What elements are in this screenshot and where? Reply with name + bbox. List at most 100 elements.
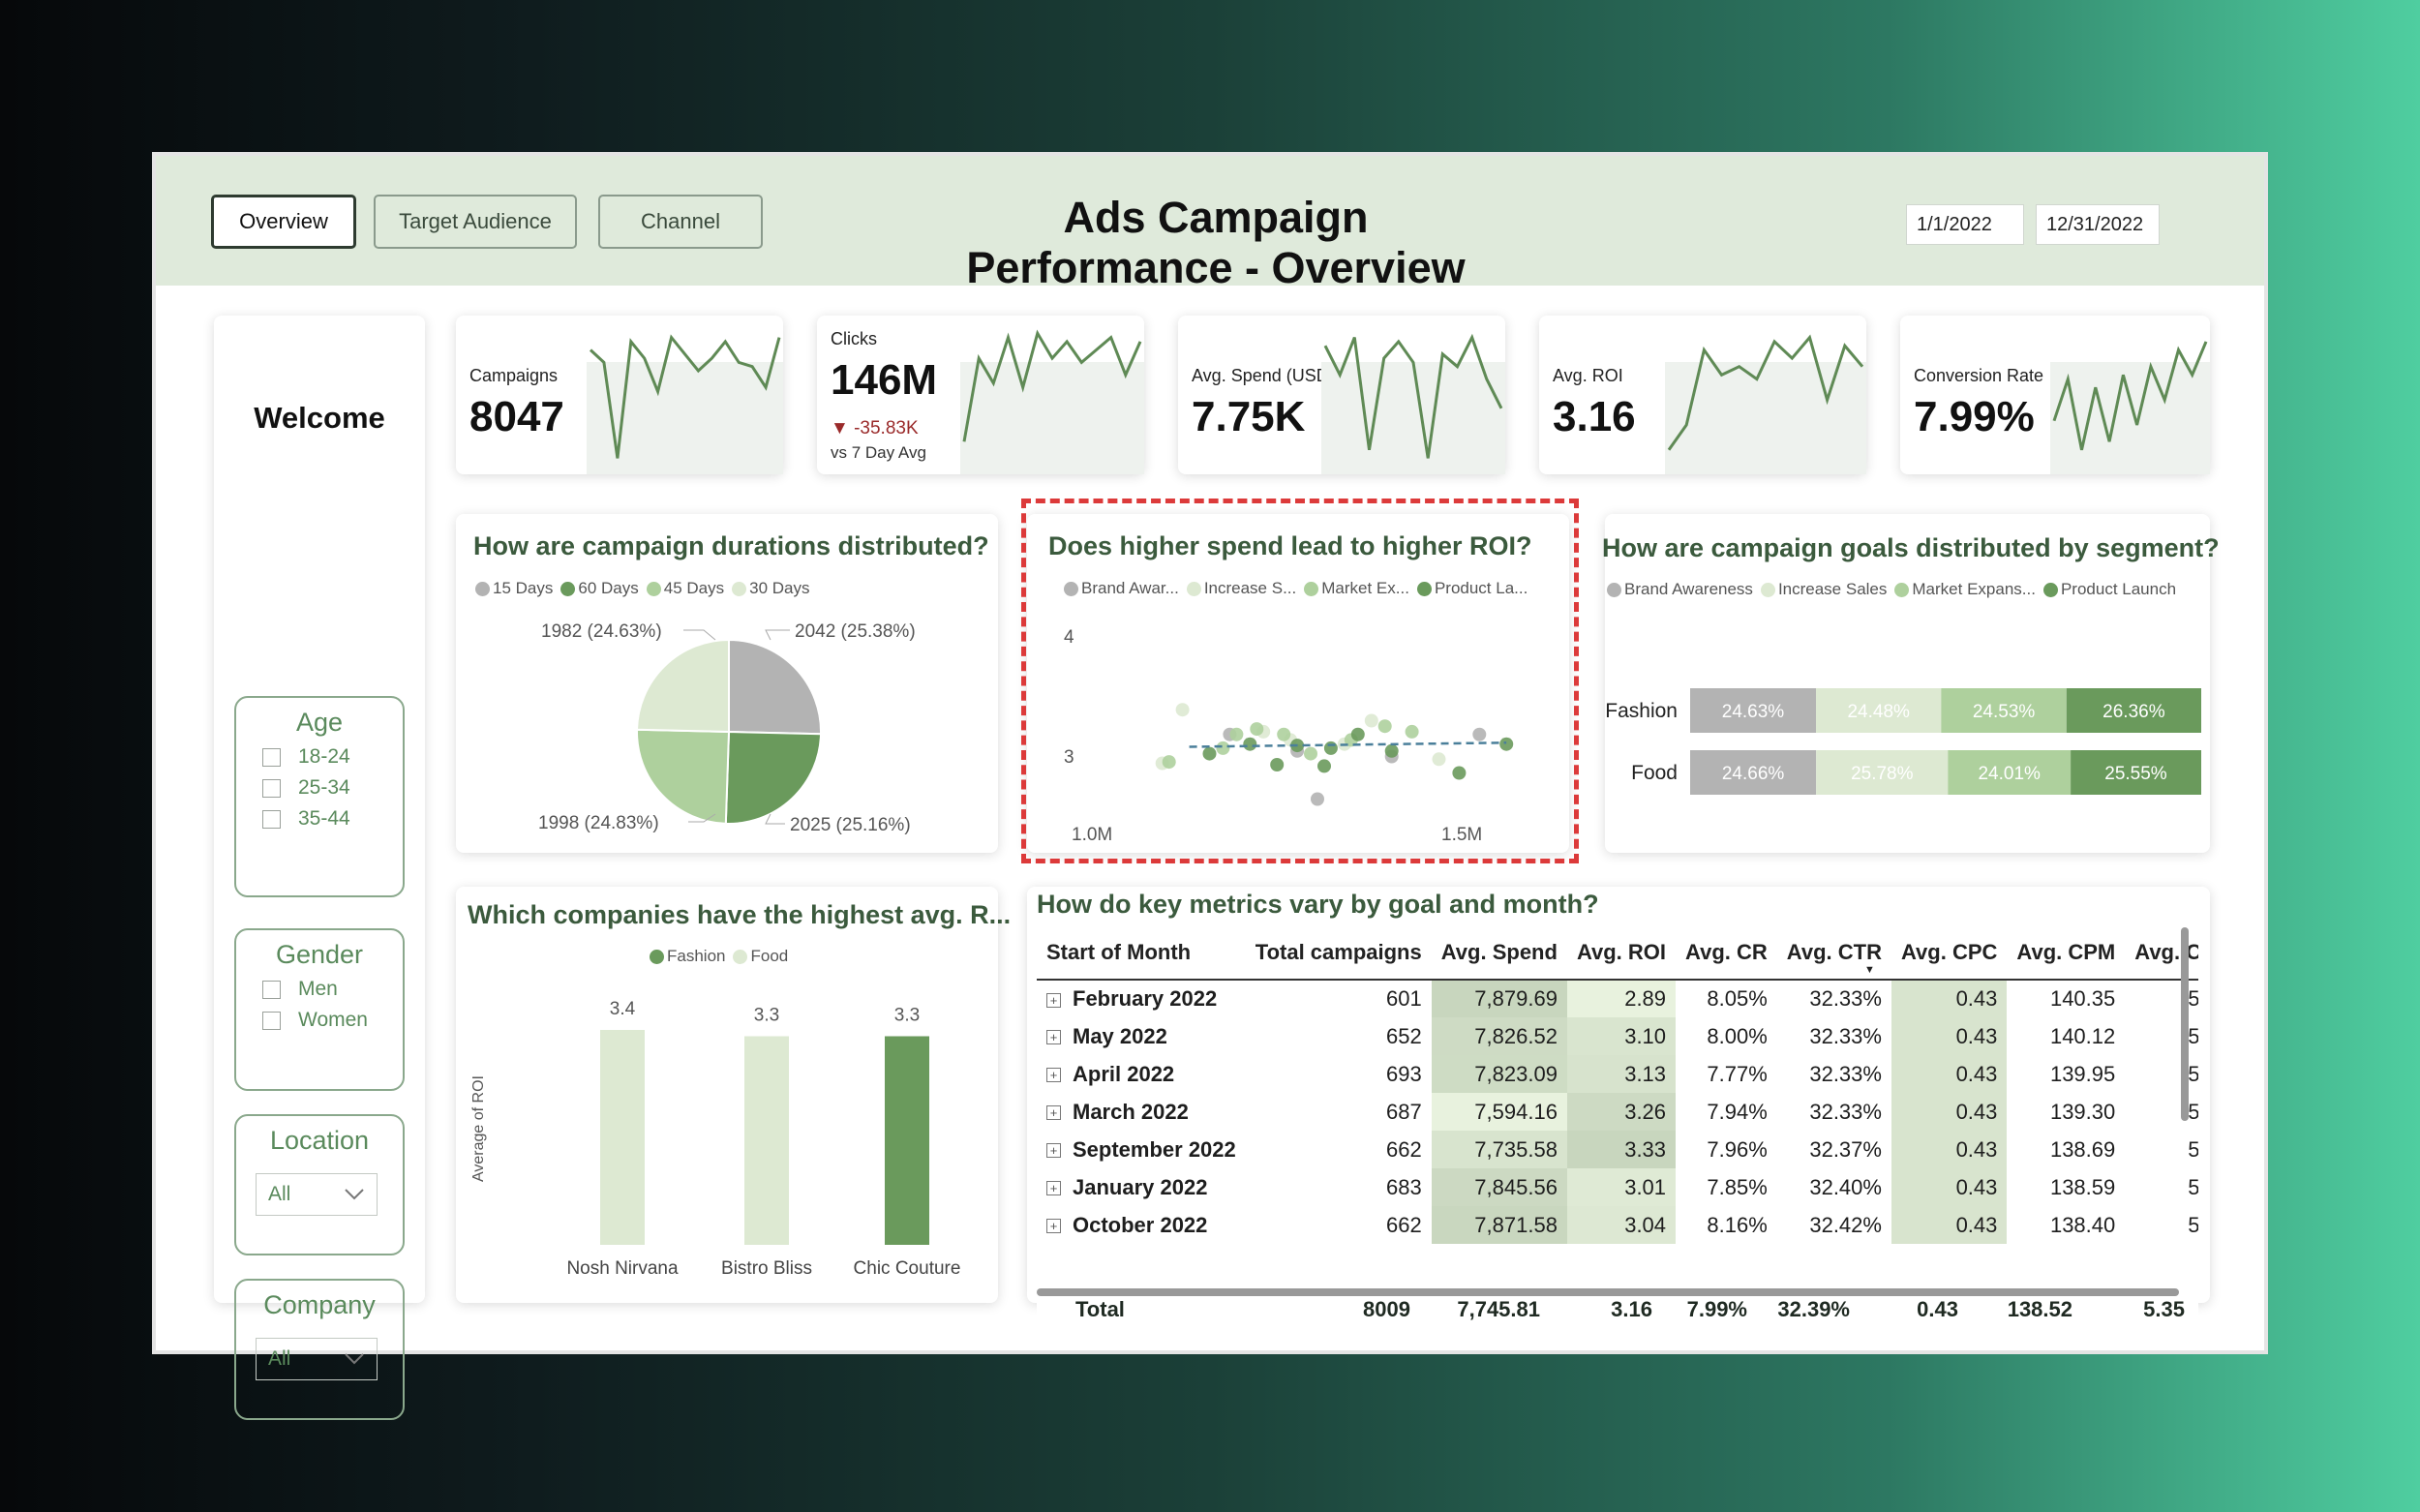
table-cell: 601 [1245, 980, 1432, 1017]
table-cell: 7.77% [1676, 1055, 1777, 1093]
column-header[interactable]: Total campaigns [1245, 925, 1432, 981]
chart-legend: Fashion Food [650, 947, 788, 966]
category-label: Nosh Nirvana [566, 1258, 679, 1279]
duration-pie-chart: 2042 (25.38%) 2025 (25.16%) 1998 (24.83%… [538, 621, 916, 835]
scatter-point [1364, 713, 1378, 728]
column-header[interactable]: Start of Month [1037, 925, 1246, 981]
table-cell: 7,823.09 [1431, 1055, 1567, 1093]
expand-icon[interactable]: + [1046, 992, 1061, 1008]
tab-channel[interactable]: Channel [598, 195, 763, 249]
expand-icon[interactable]: + [1046, 1219, 1061, 1234]
column-header[interactable]: Avg. CPC [1891, 925, 2008, 981]
table-row[interactable]: + March 2022 687 7,594.16 3.26 7.94% 32.33% 0.4… [1037, 1093, 2198, 1131]
location-filter: Location All [234, 1114, 405, 1255]
bar-segment [1690, 750, 1817, 795]
pie-slice-30-days [635, 638, 730, 734]
age-option-35-44[interactable]: 35-44 [262, 807, 403, 831]
table-cell: 32.33% [1776, 980, 1891, 1017]
table-row[interactable]: + September 2022 662 7,735.58 3.33 7.96% 32.37… [1037, 1131, 2198, 1168]
column-header[interactable]: Avg. CR [1676, 925, 1777, 981]
legend-dot [732, 581, 747, 596]
checkbox[interactable] [262, 1011, 281, 1030]
table-cell: 0.43 [1891, 980, 2008, 1017]
kpi-value: 3.16 [1553, 393, 1636, 440]
date-start-field[interactable]: 1/1/2022 [1906, 204, 2024, 245]
column-header[interactable]: Avg. Spend [1431, 925, 1567, 981]
legend-dot [1416, 581, 1432, 596]
age-option-25-34[interactable]: 25-34 [262, 776, 403, 800]
company-dropdown[interactable]: All [256, 1338, 378, 1380]
column-header[interactable]: Avg. CTR [1776, 925, 1891, 981]
roi-spend-chart-card: Does higher spend lead to higher ROI? Br… [1021, 499, 1579, 863]
data-label: 24.48% [1847, 702, 1910, 722]
chevron-down-icon [345, 1353, 364, 1365]
goals-stacked-bar-chart: Fashion 24.63% 24.48% 24.53% 26.36% Food 24.66… [1605, 688, 2201, 795]
table-row[interactable]: + April 2022 693 7,823.09 3.13 7.77% 32.33% 0.4… [1037, 1055, 2198, 1093]
metrics-data-table: Start of Month Total campaigns Avg. Spend A… [1037, 925, 2198, 1244]
expand-icon[interactable]: + [1046, 1105, 1061, 1121]
companies-bar-chart: Average of ROI 3.4 Nosh Nirvana 3.3 Bistro … [470, 999, 961, 1279]
scatter-point [1499, 737, 1514, 751]
table-row[interactable]: + February 2022 601 7,879.69 2.89 8.05% 32.33%… [1037, 980, 2198, 1017]
table-cell: 8.00% [1676, 1017, 1777, 1055]
kpi-conversion-rate: Conversion Rate 7.99% [1900, 316, 2210, 474]
legend-dot [650, 949, 664, 964]
chart-title: How do key metrics vary by goal and mont… [1037, 890, 1599, 919]
vertical-scrollbar[interactable] [2181, 927, 2189, 1121]
expand-icon[interactable]: + [1046, 1068, 1061, 1083]
category-label: Chic Couture [854, 1258, 961, 1279]
category-label: Food [1631, 762, 1678, 784]
scatter-point [1270, 758, 1285, 771]
table-cell: 32.33% [1776, 1093, 1891, 1131]
table-cell: 662 [1245, 1131, 1432, 1168]
table-row[interactable]: + May 2022 652 7,826.52 3.10 8.00% 32.33% 0.43 1… [1037, 1017, 2198, 1055]
location-filter-title: Location [269, 1126, 370, 1155]
location-dropdown[interactable]: All [256, 1173, 378, 1216]
checkbox[interactable] [262, 778, 281, 798]
gender-option-women[interactable]: Women [262, 1009, 403, 1032]
column-header[interactable]: Avg. ROI [1566, 925, 1677, 981]
checkbox[interactable] [262, 980, 281, 999]
data-label: 24.63% [1722, 702, 1785, 722]
sort-desc-icon[interactable]: ▼ [1864, 964, 1875, 976]
table-row[interactable]: + January 2022 683 7,845.56 3.01 7.85% 32.40% 0… [1037, 1168, 2198, 1206]
scatter-point [1350, 727, 1365, 741]
pie-label-45-days: 1998 (24.83%) [538, 813, 659, 833]
checkbox[interactable] [262, 747, 281, 767]
legend-label: 60 Days [578, 579, 639, 597]
scatter-point [1317, 759, 1331, 773]
expand-icon[interactable]: + [1046, 1143, 1061, 1159]
table-cell: 687 [1245, 1093, 1432, 1131]
option-label: Men [298, 978, 338, 1000]
gender-option-men[interactable]: Men [262, 978, 403, 1001]
age-option-18-24[interactable]: 18-24 [262, 745, 403, 769]
chart-legend: Brand Awareness Increase Sales Market Ex… [1607, 580, 2176, 599]
chart-title: How are campaign durations distributed? [473, 531, 989, 560]
tab-target-audience[interactable]: Target Audience [374, 195, 577, 249]
table-cell: 683 [1245, 1168, 1432, 1206]
tab-overview[interactable]: Overview [211, 195, 356, 249]
legend-label: 30 Days [749, 579, 810, 597]
date-end-field[interactable]: 12/31/2022 [2036, 204, 2160, 245]
legend-dot [646, 581, 661, 596]
table-cell: 140.35 [2007, 980, 2126, 1017]
expand-icon[interactable]: + [1046, 1030, 1061, 1045]
campaigns-sparkline [587, 334, 783, 474]
leader-line [765, 629, 790, 641]
sparkline-line [1323, 333, 1503, 459]
y-tick-label: 4 [1064, 627, 1074, 648]
table-cell: + March 2022 [1037, 1093, 1246, 1131]
table-cell: 7,845.56 [1431, 1168, 1567, 1206]
column-header[interactable]: Avg. CPM [2007, 925, 2126, 981]
bar [744, 1036, 789, 1245]
table-row[interactable]: + October 2022 662 7,871.58 3.04 8.16% 32.42% 0… [1037, 1206, 2198, 1244]
checkbox[interactable] [262, 809, 281, 829]
data-label: 25.55% [2104, 764, 2167, 784]
kpi-value: 7.75K [1192, 393, 1306, 440]
sidebar: Welcome Age 18-24 25-34 35-44 Gender Men… [214, 316, 425, 1420]
expand-icon[interactable]: + [1046, 1181, 1061, 1196]
table-cell: 139.30 [2007, 1093, 2126, 1131]
sparkline-area [960, 362, 1144, 474]
kpi-value: 146M [831, 356, 938, 404]
horizontal-scrollbar[interactable] [1037, 1288, 2179, 1296]
